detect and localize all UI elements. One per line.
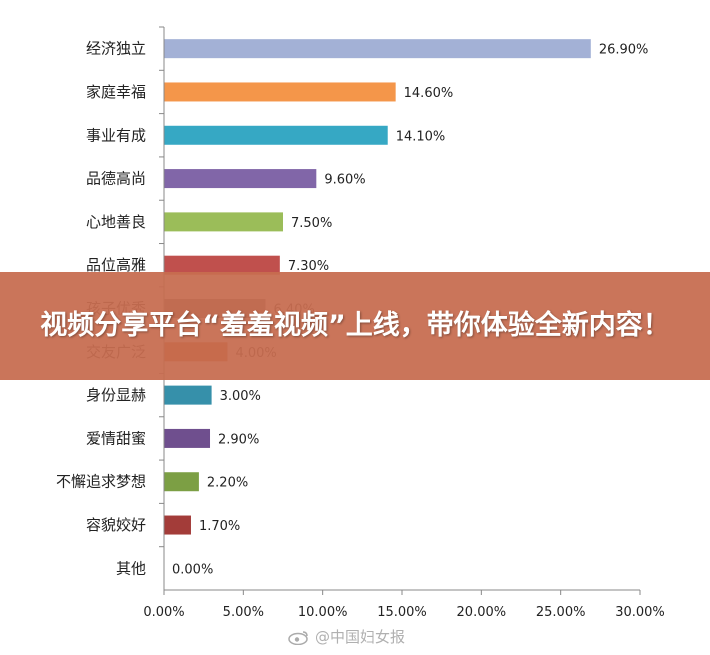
bar-0 xyxy=(164,39,591,59)
category-label: 事业有成 xyxy=(86,126,146,144)
value-label: 9.60% xyxy=(324,173,365,188)
value-label: 26.90% xyxy=(599,43,649,58)
value-label: 7.50% xyxy=(291,216,332,231)
watermark-text: @中国妇女报 xyxy=(315,628,406,646)
category-label: 其他 xyxy=(116,559,146,577)
bar-4 xyxy=(164,212,283,232)
weibo-icon xyxy=(288,630,308,645)
x-tick-label: 25.00% xyxy=(536,605,586,620)
x-tick-label: 30.00% xyxy=(615,605,665,620)
value-label: 14.10% xyxy=(396,129,446,144)
bar-10 xyxy=(164,472,199,492)
x-tick-label: 15.00% xyxy=(377,605,427,620)
value-label: 2.20% xyxy=(207,476,248,491)
bar-2 xyxy=(164,125,388,145)
category-label: 经济独立 xyxy=(86,40,146,58)
value-label: 14.60% xyxy=(404,86,454,101)
x-tick-label: 10.00% xyxy=(298,605,348,620)
category-label: 品位高雅 xyxy=(86,256,146,274)
value-label: 7.30% xyxy=(288,259,329,274)
category-label: 身份显赫 xyxy=(86,386,146,404)
bar-11 xyxy=(164,515,191,535)
headline-banner: 视频分享平台“羞羞视频”上线，带你体验全新内容！ xyxy=(0,272,710,380)
value-label: 3.00% xyxy=(220,389,261,404)
x-tick-label: 20.00% xyxy=(457,605,507,620)
watermark: @中国妇女报 xyxy=(288,626,405,647)
bar-3 xyxy=(164,169,317,189)
bar-8 xyxy=(164,385,212,405)
value-label: 0.00% xyxy=(172,562,213,577)
category-label: 不懈追求梦想 xyxy=(56,473,146,491)
category-label: 容貌姣好 xyxy=(86,516,146,534)
category-label: 爱情甜蜜 xyxy=(86,429,146,447)
x-tick-label: 5.00% xyxy=(223,605,264,620)
category-label: 心地善良 xyxy=(86,213,146,231)
bar-1 xyxy=(164,82,396,102)
category-label: 品德高尚 xyxy=(86,170,146,188)
bar-9 xyxy=(164,428,211,448)
bar-5 xyxy=(164,255,280,275)
ticks-layer: 0.00% 5.00% 10.00% 15.00% 20.00% 25.00% 30.00% xyxy=(143,26,665,620)
x-tick-label: 0.00% xyxy=(143,605,184,620)
value-label: 1.70% xyxy=(199,519,240,534)
headline-text: 视频分享平台“羞羞视频”上线，带你体验全新内容！ xyxy=(40,310,670,341)
category-label: 家庭幸福 xyxy=(86,83,146,101)
value-label: 2.90% xyxy=(218,432,259,447)
